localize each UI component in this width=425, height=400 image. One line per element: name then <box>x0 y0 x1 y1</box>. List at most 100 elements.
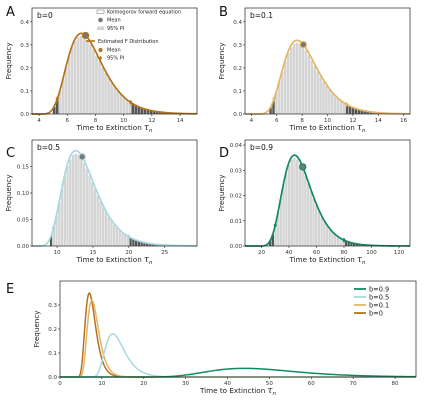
histogram-bar <box>330 92 335 115</box>
plot-frame <box>59 280 417 378</box>
pi-marker <box>127 234 131 240</box>
y-tick-label: 0.15 <box>17 165 30 171</box>
legend-mean-marker <box>98 17 103 23</box>
histogram-bar <box>330 231 334 247</box>
x-tick-label: 25 <box>161 250 168 256</box>
x-tick-label: 60 <box>313 250 320 256</box>
y-tick-label: 0.3 <box>233 43 242 49</box>
histogram-bar <box>79 157 83 247</box>
plot-frame <box>31 7 198 115</box>
x-tick-label: 4 <box>37 118 41 124</box>
series-line-b01 <box>60 299 416 378</box>
estimated-distribution-line <box>245 39 411 115</box>
x-tick-label: 20 <box>140 381 147 387</box>
histogram-bar <box>97 60 102 115</box>
y-tick-label: 0.2 <box>20 66 29 72</box>
y-tick-label: 0.1 <box>20 89 29 95</box>
b-value-label: b=0.1 <box>250 11 273 20</box>
x-axis-label: Time to Extinction τn <box>75 123 153 134</box>
histogram-bar <box>295 159 299 247</box>
histogram-bar <box>134 105 138 115</box>
x-axis-label-subscript: n <box>149 260 153 266</box>
histogram-bar <box>91 49 96 115</box>
histogram-bar <box>301 46 305 115</box>
y-tick-label: 0.1 <box>233 89 242 95</box>
x-tick-label: 40 <box>286 250 293 256</box>
x-tick-label: 80 <box>392 381 399 387</box>
x-tick-label: 12 <box>349 118 356 124</box>
x-axis-label-symbol: τ <box>268 386 274 396</box>
histogram-bar <box>115 227 119 247</box>
mean-marker <box>299 163 307 171</box>
x-axis-label-subscript: n <box>362 260 366 266</box>
histogram-bar <box>73 40 78 115</box>
histogram-bar <box>88 43 93 115</box>
histogram-bar <box>303 175 307 247</box>
histogram-bar <box>328 228 332 247</box>
x-axis-label-symbol: τ <box>357 255 363 265</box>
histogram-bar <box>109 220 114 247</box>
histogram-bar <box>339 101 343 115</box>
histogram-bar <box>82 36 87 115</box>
pi-marker <box>272 96 276 102</box>
legend-mean-text: Mean <box>107 18 121 24</box>
x-axis-label-text: Time to Extinction <box>75 255 144 264</box>
x-axis-label-symbol: τ <box>357 123 363 133</box>
legend-pi-text: 95% PI <box>107 26 124 32</box>
histogram-bar <box>104 211 108 247</box>
legend-est-mean-text: Mean <box>107 48 121 54</box>
x-axis-label-subscript: n <box>273 391 277 397</box>
histogram-bar <box>306 183 310 247</box>
histogram-bar <box>286 52 290 115</box>
histogram-bar <box>76 154 81 247</box>
histogram-bar <box>284 172 288 247</box>
histogram-bar <box>106 77 111 115</box>
y-tick-label: 0.4 <box>233 20 242 26</box>
x-tick-label: 6 <box>275 118 279 124</box>
histogram-bar <box>109 82 114 115</box>
histogram-bar <box>87 175 92 247</box>
x-tick-label: 40 <box>224 381 231 387</box>
y-tick-label: 0.05 <box>17 218 30 224</box>
histogram-bar <box>67 56 71 115</box>
series-line-b05 <box>60 333 416 378</box>
panel-label-b: B <box>219 5 228 20</box>
x-axis-label: Time to Extinction τn <box>288 123 366 134</box>
histogram-bar <box>345 104 349 115</box>
histogram-bar <box>115 90 120 115</box>
histogram-bar <box>311 197 316 247</box>
y-tick-label: 0.10 <box>17 191 30 197</box>
legend-est-text: Estimated F Distribution <box>98 39 158 45</box>
estimated-distribution-line <box>32 32 198 115</box>
y-tick-label: 0.00 <box>230 244 243 250</box>
y-tick-label: 0.0 <box>48 375 57 381</box>
x-tick-label: 30 <box>182 381 189 387</box>
mean-marker <box>78 153 86 161</box>
x-tick-label: 15 <box>89 250 96 256</box>
legend-kfe-text: Kolmogorov forward equation <box>107 10 181 16</box>
legend-entry-text: b=0.9 <box>369 285 389 293</box>
histogram-bar <box>310 60 314 115</box>
y-axis-label: Frequency <box>217 42 226 80</box>
mean-marker <box>81 31 90 40</box>
histogram-bar <box>74 153 78 247</box>
b-value-label: b=0.5 <box>37 143 60 152</box>
y-axis-label: Frequency <box>4 42 13 80</box>
histogram-bar <box>327 89 332 115</box>
histogram-bar <box>101 206 105 247</box>
histogram-bar <box>292 43 296 115</box>
x-tick-label: 100 <box>366 250 377 256</box>
y-tick-label: 0.3 <box>48 303 57 309</box>
panel-label-e: E <box>6 282 14 297</box>
pi-marker <box>128 99 133 106</box>
x-tick-label: 50 <box>266 381 273 387</box>
legend-entry-text: b=0 <box>369 309 383 317</box>
x-tick-label: 12 <box>148 118 155 124</box>
x-tick-label: 0 <box>58 381 62 387</box>
histogram-bar <box>119 94 123 115</box>
plot-frame <box>244 139 411 247</box>
legend-pi-swatch <box>97 26 104 31</box>
histogram-bar <box>316 70 320 115</box>
